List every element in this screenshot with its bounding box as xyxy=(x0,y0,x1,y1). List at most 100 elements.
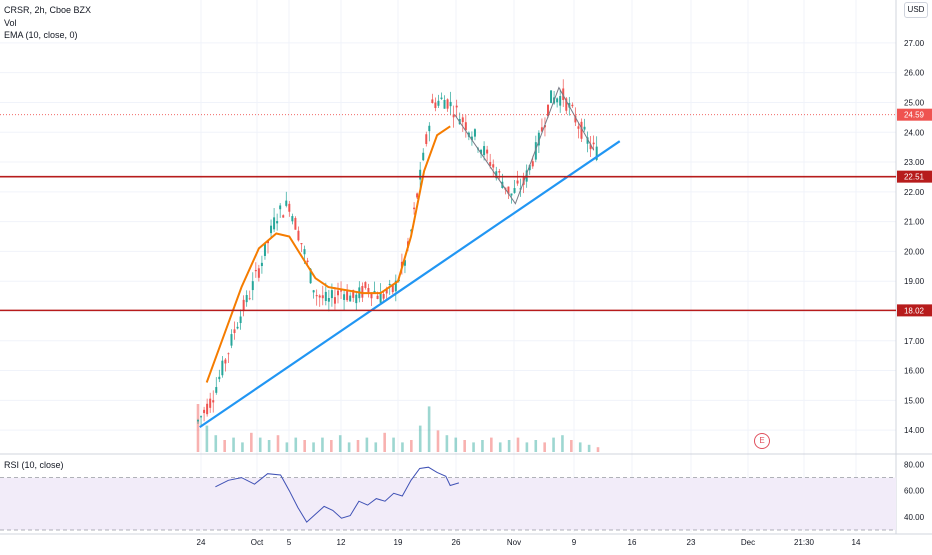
level-price-label: 22.51 xyxy=(904,173,925,182)
candle-body xyxy=(306,260,309,263)
candle-body xyxy=(376,295,379,299)
price-tick-label: 14.00 xyxy=(904,426,925,435)
candle-body xyxy=(498,171,501,173)
volume-bar xyxy=(436,430,440,452)
candle-body xyxy=(279,205,282,210)
volume-bar xyxy=(410,440,413,452)
candle-body xyxy=(333,297,336,304)
price-tick-label: 20.00 xyxy=(904,247,925,256)
candle-body xyxy=(495,171,498,179)
candle-body xyxy=(327,298,330,302)
level-price-label: 18.02 xyxy=(904,306,925,315)
candle-body xyxy=(370,292,373,299)
volume-bar xyxy=(454,437,458,452)
volume-bar xyxy=(205,425,209,452)
candle-body xyxy=(355,294,358,304)
candle-body xyxy=(507,186,510,194)
candle-body xyxy=(303,249,306,255)
volume-bar xyxy=(481,440,484,452)
rsi-line[interactable] xyxy=(215,466,460,523)
candle-body xyxy=(464,122,467,131)
last-price-tag xyxy=(897,108,932,121)
candle-body xyxy=(206,403,209,415)
candle-body xyxy=(373,290,376,293)
candle-body xyxy=(367,288,370,293)
candle-body xyxy=(449,101,452,107)
candle-body xyxy=(486,149,489,154)
candle-body xyxy=(242,299,245,312)
candle-body xyxy=(571,104,574,107)
rsi-legend[interactable]: RSI (10, close) xyxy=(4,460,64,470)
price-tick-label: 15.00 xyxy=(904,396,925,405)
rsi-band xyxy=(0,477,896,530)
candle-body xyxy=(248,298,251,300)
candle-body xyxy=(346,291,349,301)
volume-bar xyxy=(463,440,466,452)
candle-body xyxy=(473,129,476,137)
price-tick-label: 19.00 xyxy=(904,277,925,286)
candle-body xyxy=(382,294,385,299)
candle-body xyxy=(559,96,562,106)
candle-body xyxy=(540,127,543,132)
candle-body xyxy=(330,290,333,299)
candle-body xyxy=(580,121,583,139)
volume-bar xyxy=(214,435,218,452)
price-tick-label: 27.00 xyxy=(904,39,925,48)
candle-body xyxy=(461,117,464,123)
candle-body xyxy=(245,295,248,303)
volume-bar xyxy=(445,435,449,452)
candle-body xyxy=(413,207,416,210)
candle-body xyxy=(218,376,221,380)
volume-bar xyxy=(570,440,573,452)
candle-body xyxy=(233,329,236,333)
price-tick-label: 21.00 xyxy=(904,218,925,227)
candle-body xyxy=(589,144,592,150)
volume-bar xyxy=(285,442,289,452)
candle-body xyxy=(556,98,559,103)
level-price-tag xyxy=(897,170,932,183)
volume-bar xyxy=(312,442,315,452)
candle-body xyxy=(437,100,440,106)
candle-body xyxy=(340,290,343,292)
candle-body xyxy=(416,193,419,198)
ema-legend[interactable]: EMA (10, close, 0) xyxy=(4,30,78,40)
volume-bar xyxy=(525,442,529,452)
price-tick-label: 17.00 xyxy=(904,337,925,346)
candle-body xyxy=(294,218,297,230)
candle-body xyxy=(428,125,431,132)
candle-body xyxy=(452,114,455,118)
price-tick-label: 22.00 xyxy=(904,188,925,197)
candle-body xyxy=(422,152,425,161)
rsi-tick-label: 40.00 xyxy=(904,513,925,522)
candle-body xyxy=(391,285,394,293)
candle-body xyxy=(337,290,339,296)
volume-bar xyxy=(578,442,582,452)
volume-bar xyxy=(534,440,538,452)
ema-line[interactable] xyxy=(205,125,451,383)
volume-bar xyxy=(250,432,253,452)
candle-body xyxy=(203,409,206,414)
candle-body xyxy=(489,162,492,166)
volume-bar xyxy=(516,437,520,452)
time-tick-label: Nov xyxy=(507,538,521,547)
pattern-drawing[interactable] xyxy=(454,86,595,205)
candle-body xyxy=(446,99,449,109)
candle-body xyxy=(394,280,397,292)
volume-bar xyxy=(490,437,493,452)
currency-button[interactable]: USD xyxy=(904,2,928,18)
volume-bar xyxy=(276,435,280,452)
volume-bar xyxy=(498,442,502,452)
candle-body xyxy=(312,290,315,293)
candle-body xyxy=(379,292,382,303)
price-tick-label: 25.00 xyxy=(904,98,925,107)
trend-line[interactable] xyxy=(199,140,621,429)
candle-body xyxy=(516,180,519,184)
earnings-badge[interactable]: E xyxy=(754,433,770,449)
volume-legend[interactable]: Vol xyxy=(4,17,17,28)
candle-body xyxy=(212,400,215,403)
symbol-title[interactable]: CRSR, 2h, Cboe BZX xyxy=(4,5,92,15)
candle-body xyxy=(260,262,263,267)
volume-bar xyxy=(427,406,431,452)
